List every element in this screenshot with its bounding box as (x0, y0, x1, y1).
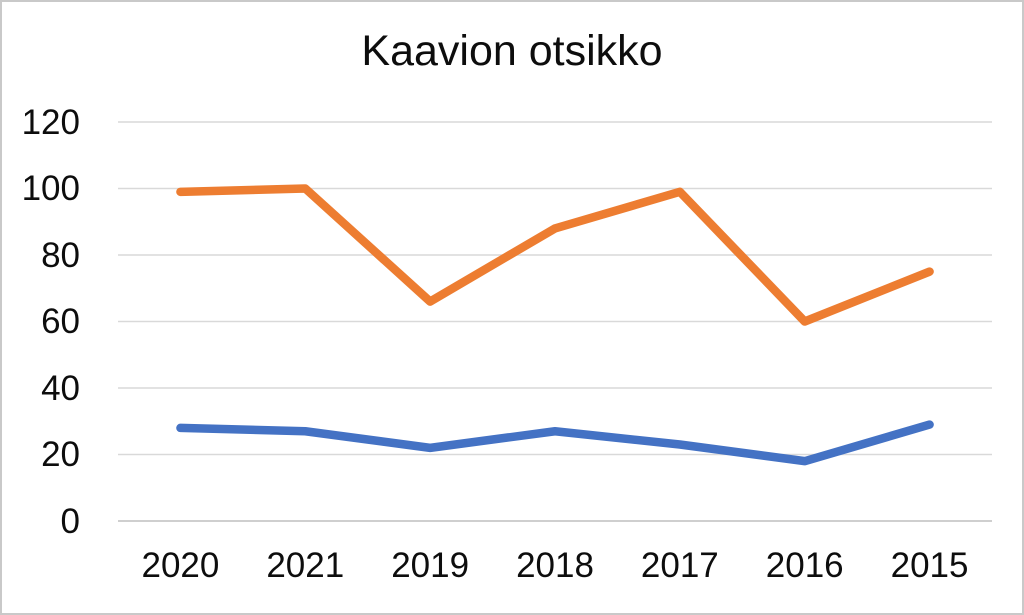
y-tick-label: 100 (21, 169, 80, 208)
x-tick-label: 2015 (890, 546, 969, 585)
x-tick-label: 2018 (516, 546, 594, 585)
x-tick-label: 2017 (640, 546, 719, 585)
y-tick-label: 40 (41, 368, 80, 408)
y-tick-label: 20 (41, 435, 80, 474)
x-tick-label: 2016 (765, 546, 844, 585)
blue-series-line (176, 420, 934, 466)
y-tick-label: 120 (21, 102, 80, 142)
orange-series-line (176, 184, 934, 326)
y-tick-label: 0 (60, 501, 80, 541)
y-tick-label: 80 (41, 235, 80, 275)
x-tick-label: 2021 (266, 546, 345, 585)
x-tick-label: 2019 (391, 546, 470, 585)
x-tick-label: 2020 (141, 546, 220, 585)
chart-title: Kaavion otsikko (361, 27, 663, 75)
y-tick-label: 60 (41, 302, 80, 341)
